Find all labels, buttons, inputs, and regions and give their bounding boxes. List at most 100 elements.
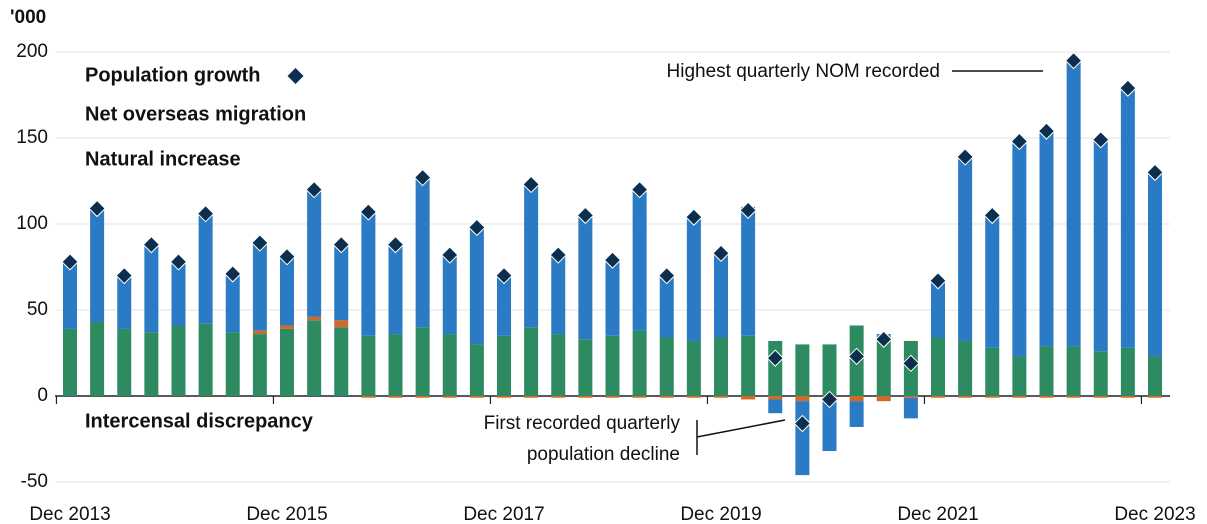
bar-segment bbox=[768, 340, 783, 396]
growth-marker bbox=[278, 247, 296, 266]
bar-segment bbox=[1093, 396, 1108, 398]
bar-segment bbox=[1093, 351, 1108, 396]
bar-segment bbox=[442, 334, 457, 396]
bar-segment bbox=[795, 401, 810, 476]
growth-marker bbox=[847, 347, 866, 366]
bar-segment bbox=[469, 225, 484, 345]
bar-segment bbox=[714, 396, 728, 398]
x-tick-label: Dec 2015 bbox=[246, 504, 327, 524]
bar-segment bbox=[252, 242, 267, 331]
bar-segment bbox=[876, 335, 891, 396]
growth-marker bbox=[929, 272, 947, 290]
growth-marker bbox=[522, 175, 540, 194]
bar-segment bbox=[307, 320, 322, 396]
growth-marker bbox=[793, 414, 812, 433]
bar-segment bbox=[415, 327, 430, 396]
growth-marker bbox=[495, 266, 513, 285]
bar-segment bbox=[388, 334, 403, 396]
bar-segment bbox=[876, 396, 891, 402]
bar-segment bbox=[361, 335, 376, 396]
bar-segment bbox=[524, 396, 539, 398]
growth-marker bbox=[305, 180, 323, 199]
y-tick-label: 0 bbox=[37, 385, 48, 406]
bar-segment bbox=[280, 325, 294, 329]
growth-marker bbox=[875, 330, 893, 348]
bar-segment bbox=[198, 323, 213, 396]
growth-marker bbox=[603, 251, 622, 269]
growth-marker bbox=[658, 266, 676, 285]
annotation: population decline bbox=[527, 444, 680, 465]
bar-segment bbox=[171, 325, 186, 396]
growth-marker bbox=[1010, 132, 1029, 151]
bar-segment bbox=[1120, 86, 1135, 348]
growth-marker bbox=[1146, 163, 1164, 182]
bar-segment bbox=[632, 330, 647, 396]
bar-segment bbox=[1066, 396, 1081, 398]
bar-segment bbox=[1039, 129, 1054, 347]
bar-segment bbox=[578, 396, 593, 398]
bar-segment bbox=[1012, 396, 1027, 398]
bar-segment bbox=[1066, 346, 1081, 396]
bar-segment bbox=[931, 337, 945, 396]
bar-segment bbox=[388, 242, 403, 335]
bar-segment bbox=[280, 256, 294, 326]
bar-segment bbox=[1039, 396, 1054, 398]
bar-segment bbox=[1012, 356, 1027, 396]
growth-marker bbox=[169, 253, 188, 271]
plot: -50 0 50 100 150 200 Dec 2013 Dec 2015 Dec 2017 D… bbox=[16, 41, 1195, 524]
growth-marker bbox=[115, 266, 133, 285]
y-tick-label: -50 bbox=[21, 471, 48, 492]
bar-segment bbox=[469, 344, 484, 396]
growth-marker bbox=[413, 168, 432, 187]
bar-segment bbox=[768, 396, 783, 400]
growth-marker bbox=[1119, 79, 1137, 97]
bar-segment bbox=[958, 396, 973, 398]
annotation: Highest quarterly NOM recorded bbox=[667, 61, 941, 82]
bar-segment bbox=[524, 182, 539, 328]
bar-segment bbox=[849, 396, 864, 402]
legend-marker bbox=[287, 68, 304, 84]
bar-segment bbox=[659, 273, 674, 338]
bar-segment bbox=[1093, 138, 1108, 352]
bar-segment bbox=[931, 396, 945, 398]
bar-segment bbox=[497, 273, 511, 336]
bar-segment bbox=[714, 251, 728, 338]
y-tick-label: 200 bbox=[16, 41, 48, 62]
growth-marker bbox=[441, 246, 459, 264]
bar-segment bbox=[632, 187, 647, 331]
bar-segment bbox=[931, 279, 945, 338]
bar-segment bbox=[361, 396, 376, 398]
legend-label: Intercensal discrepancy bbox=[85, 410, 314, 432]
bar-segment bbox=[1148, 356, 1162, 396]
x-tick-label: Dec 2013 bbox=[29, 504, 110, 524]
bar-segment bbox=[985, 213, 1000, 348]
bar-segment bbox=[415, 396, 430, 398]
x-tick-label: Dec 2019 bbox=[680, 504, 761, 524]
legend-label: Population growth bbox=[85, 64, 261, 86]
bar-segment bbox=[63, 261, 77, 329]
growth-marker bbox=[685, 208, 703, 226]
bar-segment bbox=[741, 335, 756, 396]
bar-segment bbox=[469, 396, 484, 398]
bar-segment bbox=[1120, 396, 1135, 398]
bar-segment bbox=[252, 334, 267, 396]
growth-marker bbox=[251, 234, 269, 252]
growth-marker bbox=[224, 265, 242, 283]
growth-marker bbox=[712, 244, 730, 262]
legend-label: Natural increase bbox=[85, 148, 241, 170]
bar-segment bbox=[144, 244, 159, 333]
x-tick-label: Dec 2023 bbox=[1114, 504, 1195, 524]
bar-segment bbox=[822, 344, 837, 396]
bar-segment bbox=[822, 401, 837, 452]
bar-segment bbox=[1039, 346, 1054, 396]
bar-segment bbox=[171, 261, 186, 326]
bar-segment bbox=[686, 340, 701, 396]
bar-segment bbox=[985, 347, 1000, 396]
bar-segment bbox=[768, 399, 783, 414]
bar-segment bbox=[307, 316, 322, 321]
bar-segment bbox=[225, 273, 240, 333]
growth-marker bbox=[1064, 51, 1083, 70]
y-tick-label: 150 bbox=[16, 127, 48, 148]
bar-segment bbox=[659, 337, 674, 396]
